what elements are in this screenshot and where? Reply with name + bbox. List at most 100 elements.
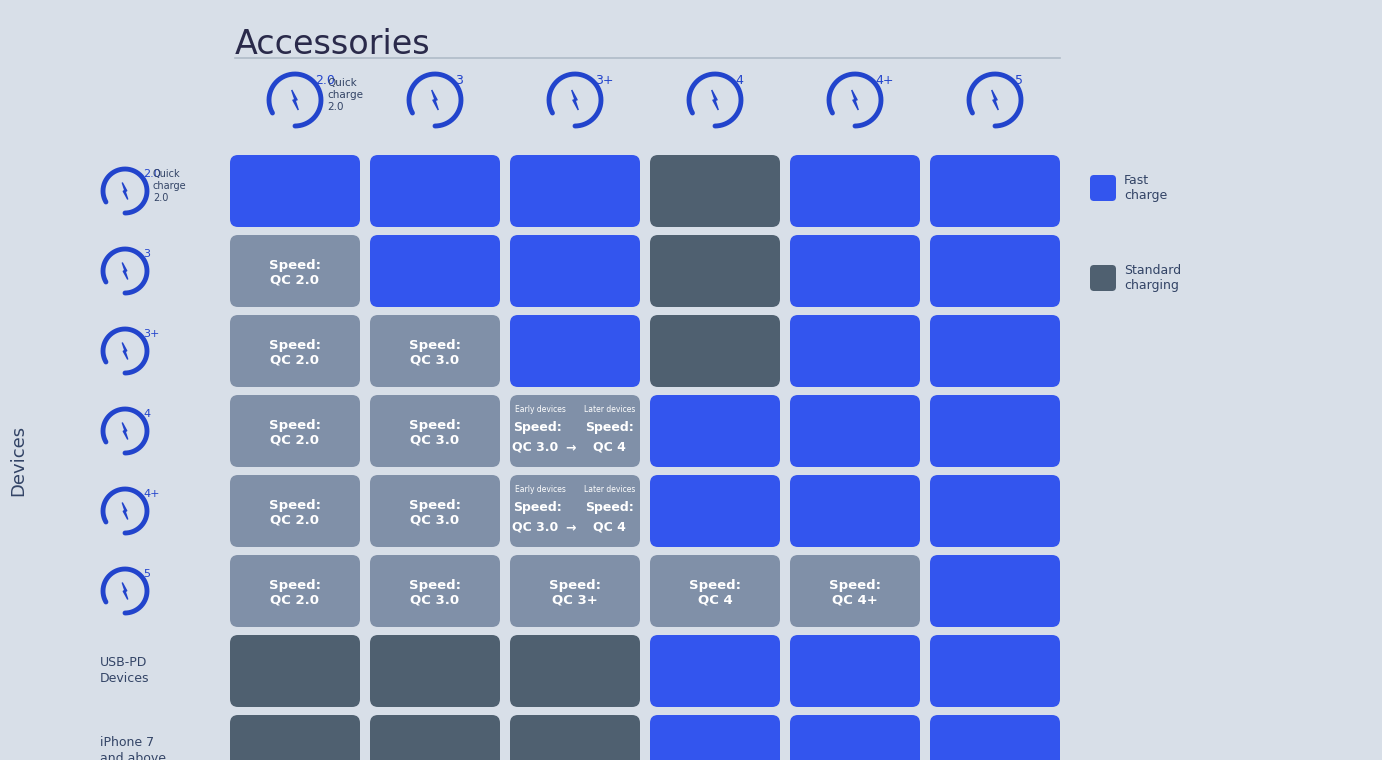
FancyBboxPatch shape xyxy=(1090,265,1117,291)
FancyBboxPatch shape xyxy=(930,395,1060,467)
Polygon shape xyxy=(122,343,127,359)
Text: QC 3.0: QC 3.0 xyxy=(410,353,460,366)
FancyBboxPatch shape xyxy=(229,555,359,627)
Text: 3+: 3+ xyxy=(142,329,159,339)
Text: Early devices: Early devices xyxy=(515,405,567,414)
FancyBboxPatch shape xyxy=(650,475,779,547)
Text: Speed:: Speed: xyxy=(269,338,321,351)
Text: Devices: Devices xyxy=(10,424,28,496)
Text: QC 3.0: QC 3.0 xyxy=(410,594,460,606)
FancyBboxPatch shape xyxy=(930,155,1060,227)
Text: QC 3+: QC 3+ xyxy=(553,594,598,606)
FancyBboxPatch shape xyxy=(510,235,640,307)
Text: Accessories: Accessories xyxy=(235,28,431,61)
Text: 4+: 4+ xyxy=(142,489,159,499)
Text: 4+: 4+ xyxy=(875,74,894,87)
Text: Speed:: Speed: xyxy=(269,578,321,591)
Polygon shape xyxy=(122,582,127,600)
FancyBboxPatch shape xyxy=(510,555,640,627)
Polygon shape xyxy=(992,90,998,110)
Text: 4: 4 xyxy=(735,74,744,87)
Text: 2.0: 2.0 xyxy=(315,74,334,87)
Text: →: → xyxy=(565,441,576,454)
Text: Later devices: Later devices xyxy=(583,405,636,414)
Text: Speed:: Speed: xyxy=(585,501,634,514)
FancyBboxPatch shape xyxy=(650,155,779,227)
Text: 3: 3 xyxy=(455,74,463,87)
Text: 3: 3 xyxy=(142,249,151,259)
FancyBboxPatch shape xyxy=(510,395,640,467)
FancyBboxPatch shape xyxy=(229,235,359,307)
FancyBboxPatch shape xyxy=(510,315,640,387)
Text: Speed:: Speed: xyxy=(549,578,601,591)
Text: QC 4: QC 4 xyxy=(593,441,626,454)
FancyBboxPatch shape xyxy=(229,475,359,547)
Text: Speed:: Speed: xyxy=(829,578,880,591)
FancyBboxPatch shape xyxy=(229,155,359,227)
FancyBboxPatch shape xyxy=(510,715,640,760)
FancyBboxPatch shape xyxy=(229,715,359,760)
FancyBboxPatch shape xyxy=(370,155,500,227)
Polygon shape xyxy=(122,182,127,199)
Text: Speed:: Speed: xyxy=(409,578,462,591)
FancyBboxPatch shape xyxy=(510,155,640,227)
Text: Speed:: Speed: xyxy=(513,421,561,434)
Text: Speed:: Speed: xyxy=(269,419,321,432)
Text: 3+: 3+ xyxy=(596,74,614,87)
FancyBboxPatch shape xyxy=(791,635,920,707)
Text: USB-PD
Devices: USB-PD Devices xyxy=(100,657,149,686)
Text: Later devices: Later devices xyxy=(583,485,636,494)
FancyBboxPatch shape xyxy=(791,395,920,467)
Text: Quick
charge
2.0: Quick charge 2.0 xyxy=(153,169,187,203)
Text: iPhone 7
and above: iPhone 7 and above xyxy=(100,736,166,760)
FancyBboxPatch shape xyxy=(930,475,1060,547)
Text: Speed:: Speed: xyxy=(269,258,321,271)
FancyBboxPatch shape xyxy=(650,555,779,627)
Text: QC 4: QC 4 xyxy=(593,521,626,534)
FancyBboxPatch shape xyxy=(650,715,779,760)
FancyBboxPatch shape xyxy=(791,475,920,547)
Polygon shape xyxy=(851,90,858,110)
Text: 2.0: 2.0 xyxy=(142,169,160,179)
FancyBboxPatch shape xyxy=(930,315,1060,387)
FancyBboxPatch shape xyxy=(510,635,640,707)
FancyBboxPatch shape xyxy=(370,555,500,627)
Text: QC 3.0: QC 3.0 xyxy=(511,521,558,534)
FancyBboxPatch shape xyxy=(791,235,920,307)
FancyBboxPatch shape xyxy=(229,395,359,467)
Polygon shape xyxy=(122,423,127,439)
FancyBboxPatch shape xyxy=(650,235,779,307)
Text: QC 3.0: QC 3.0 xyxy=(410,433,460,447)
FancyBboxPatch shape xyxy=(510,475,640,547)
Text: Speed:: Speed: xyxy=(409,499,462,511)
Text: QC 2.0: QC 2.0 xyxy=(271,274,319,287)
Text: Speed:: Speed: xyxy=(269,499,321,511)
Text: QC 2.0: QC 2.0 xyxy=(271,433,319,447)
Text: Speed:: Speed: xyxy=(690,578,741,591)
Polygon shape xyxy=(712,90,719,110)
Text: 5: 5 xyxy=(1014,74,1023,87)
FancyBboxPatch shape xyxy=(370,635,500,707)
Text: Speed:: Speed: xyxy=(585,421,634,434)
Text: QC 2.0: QC 2.0 xyxy=(271,594,319,606)
Text: Early devices: Early devices xyxy=(515,485,567,494)
FancyBboxPatch shape xyxy=(229,315,359,387)
FancyBboxPatch shape xyxy=(1090,175,1117,201)
Text: Speed:: Speed: xyxy=(409,338,462,351)
FancyBboxPatch shape xyxy=(370,235,500,307)
FancyBboxPatch shape xyxy=(930,715,1060,760)
FancyBboxPatch shape xyxy=(370,475,500,547)
Polygon shape xyxy=(572,90,578,110)
FancyBboxPatch shape xyxy=(650,635,779,707)
Polygon shape xyxy=(122,502,127,520)
Polygon shape xyxy=(431,90,438,110)
Text: QC 3.0: QC 3.0 xyxy=(511,441,558,454)
Text: Speed:: Speed: xyxy=(513,501,561,514)
Text: QC 4: QC 4 xyxy=(698,594,732,606)
FancyBboxPatch shape xyxy=(650,395,779,467)
FancyBboxPatch shape xyxy=(791,315,920,387)
Text: Quick
charge
2.0: Quick charge 2.0 xyxy=(328,78,363,112)
FancyBboxPatch shape xyxy=(791,555,920,627)
FancyBboxPatch shape xyxy=(650,315,779,387)
FancyBboxPatch shape xyxy=(930,635,1060,707)
